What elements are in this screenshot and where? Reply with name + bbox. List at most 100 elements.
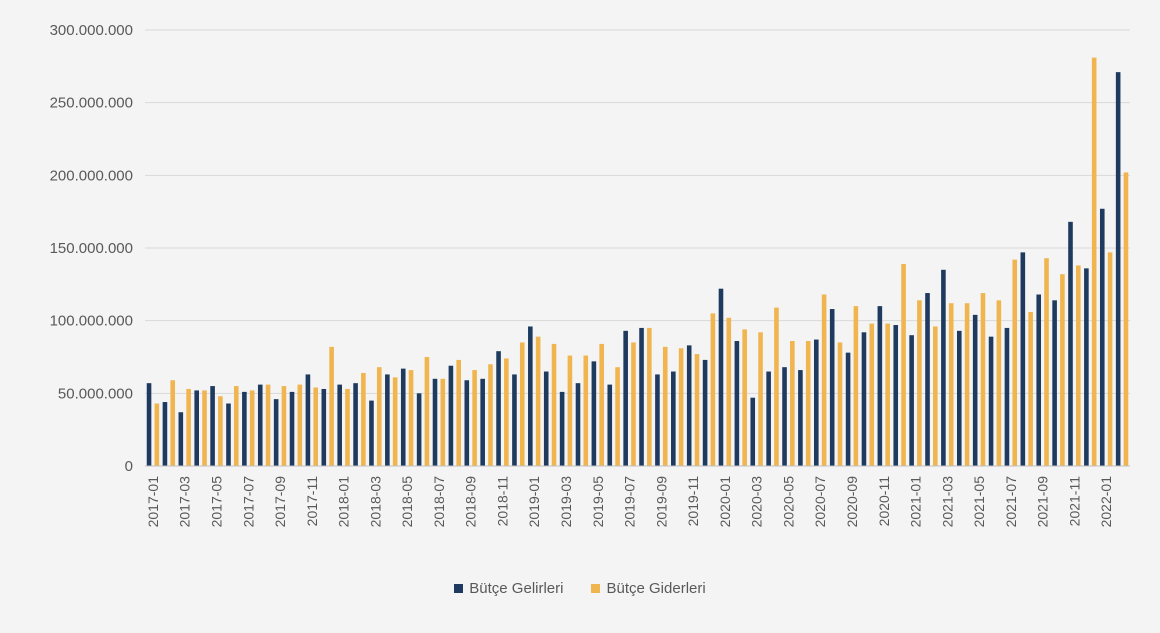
bar-giderleri-2017-01: [154, 403, 160, 466]
bar-gelirleri-2020-11: [877, 306, 883, 466]
x-tick-label: 2018-03: [367, 476, 383, 528]
x-tick-label: 2018-11: [494, 476, 510, 527]
x-tick-label: 2017-03: [177, 476, 193, 528]
y-tick-label: 150.000.000: [50, 240, 133, 257]
bar-giderleri-2018-06: [424, 357, 430, 466]
bar-giderleri-2017-09: [281, 386, 287, 466]
y-tick-label: 300.000.000: [50, 22, 133, 39]
bar-giderleri-2017-04: [202, 390, 207, 466]
bar-giderleri-2020-06: [805, 341, 811, 466]
bar-giderleri-2017-11: [313, 387, 319, 466]
legend-label-gelirleri: Bütçe Gelirleri: [469, 580, 564, 597]
bar-giderleri-2020-10: [869, 323, 875, 466]
bar-gelirleri-2017-05: [210, 386, 215, 466]
bar-giderleri-2018-01: [345, 388, 350, 466]
bar-gelirleri-2018-01: [337, 384, 342, 466]
bar-gelirleri-2017-10: [289, 391, 295, 466]
bar-giderleri-2018-04: [392, 377, 398, 466]
bar-gelirleri-2018-06: [416, 393, 422, 466]
bar-giderleri-2020-09: [853, 306, 859, 466]
bar-giderleri-2021-02: [933, 326, 938, 466]
bar-gelirleri-2019-08: [639, 327, 644, 466]
legend-swatch-navy: [454, 584, 464, 593]
bar-gelirleri-2019-06: [607, 384, 613, 466]
bar-giderleri-2019-11: [694, 354, 700, 466]
bar-giderleri-2020-04: [774, 307, 779, 466]
legend: Bütçe Gelirleri Bütçe Giderleri: [0, 580, 1160, 597]
x-tick-label: 2022-01: [1098, 476, 1114, 528]
bar-gelirleri-2021-08: [1020, 252, 1026, 466]
bar-giderleri-2021-12: [1091, 57, 1097, 467]
bar-gelirleri-2020-07: [814, 339, 819, 466]
x-tick-label: 2018-07: [431, 476, 447, 528]
bar-giderleri-2021-01: [917, 300, 922, 466]
legend-swatch-gold: [591, 584, 601, 593]
bar-gelirleri-2022-02: [1115, 72, 1121, 467]
bar-gelirleri-2017-09: [273, 399, 279, 466]
bar-gelirleri-2020-10: [861, 332, 867, 466]
bar-gelirleri-2019-09: [655, 374, 660, 466]
y-tick-label: 200.000.000: [50, 167, 133, 184]
bar-giderleri-2020-05: [790, 341, 795, 466]
bar-gelirleri-2021-06: [988, 336, 994, 466]
bar-gelirleri-2017-07: [242, 391, 247, 466]
y-tick-label: 0: [125, 458, 133, 475]
x-tick-label: 2019-07: [622, 476, 638, 528]
bar-giderleri-2020-08: [837, 342, 843, 466]
bar-gelirleri-2021-10: [1052, 300, 1057, 466]
bar-giderleri-2019-08: [647, 327, 652, 466]
bar-gelirleri-2018-12: [512, 374, 517, 466]
bar-giderleri-2020-12: [901, 263, 906, 466]
bar-giderleri-2018-10: [488, 364, 493, 466]
bar-giderleri-2021-11: [1076, 265, 1081, 466]
x-axis-tick-labels: 2017-01 2017-03 2017-05 2017-07 2017-09 2017-…: [145, 476, 1114, 528]
bar-gelirleri-2020-01: [718, 288, 724, 466]
bar-giderleri-2019-06: [615, 367, 620, 466]
bar-gelirleri-2017-01: [146, 383, 152, 466]
bar-gelirleri-2018-02: [353, 383, 358, 466]
bar-giderleri-2021-10: [1060, 274, 1065, 466]
bar-gelirleri-2020-09: [845, 352, 851, 466]
bar-giderleri-2017-12: [329, 346, 334, 466]
bar-gelirleri-2020-04: [766, 371, 771, 466]
bar-giderleri-2021-03: [948, 303, 954, 466]
x-tick-label: 2017-07: [240, 476, 256, 528]
bar-gelirleri-2021-02: [925, 293, 930, 466]
bar-giderleri-2017-02: [170, 380, 176, 466]
x-tick-label: 2020-07: [812, 476, 828, 528]
y-tick-label: 100.000.000: [50, 313, 133, 330]
x-tick-label: 2020-03: [749, 476, 765, 528]
bar-giderleri-2019-07: [631, 342, 636, 466]
x-tick-label: 2021-03: [939, 476, 955, 528]
x-tick-label: 2021-09: [1035, 476, 1051, 528]
bar-giderleri-2019-12: [710, 313, 716, 466]
bar-gelirleri-2019-01: [528, 326, 533, 466]
bar-giderleri-2018-07: [440, 378, 446, 466]
bar-gelirleri-2022-01: [1099, 208, 1105, 466]
bar-gelirleri-2018-10: [480, 378, 485, 466]
bar-gelirleri-2018-05: [400, 368, 406, 466]
bar-giderleri-2019-01: [535, 336, 541, 466]
bar-gelirleri-2018-11: [496, 351, 501, 466]
bar-gelirleri-2020-02: [734, 341, 740, 466]
bar-giderleri-2020-11: [885, 323, 890, 466]
x-tick-label: 2021-11: [1066, 476, 1082, 527]
bar-gelirleri-2019-05: [591, 361, 597, 466]
bar-giderleri-2019-09: [662, 346, 668, 466]
x-tick-label: 2018-01: [336, 476, 352, 528]
bar-giderleri-2017-10: [297, 384, 303, 466]
bar-giderleri-2021-09: [1044, 258, 1049, 466]
bar-gelirleri-2020-12: [893, 325, 899, 466]
bar-gelirleri-2018-07: [432, 378, 438, 466]
y-tick-label: 250.000.000: [50, 95, 133, 112]
x-tick-label: 2020-01: [717, 476, 733, 528]
bar-gelirleri-2018-08: [448, 365, 454, 466]
bar-gelirleri-2019-10: [671, 371, 676, 466]
x-tick-label: 2021-01: [908, 476, 924, 528]
bar-gelirleri-2021-07: [1004, 327, 1010, 466]
bar-gelirleri-2019-03: [559, 391, 565, 466]
bars: [146, 57, 1129, 467]
bar-giderleri-2021-07: [1012, 259, 1018, 466]
bar-giderleri-2017-05: [218, 396, 223, 466]
